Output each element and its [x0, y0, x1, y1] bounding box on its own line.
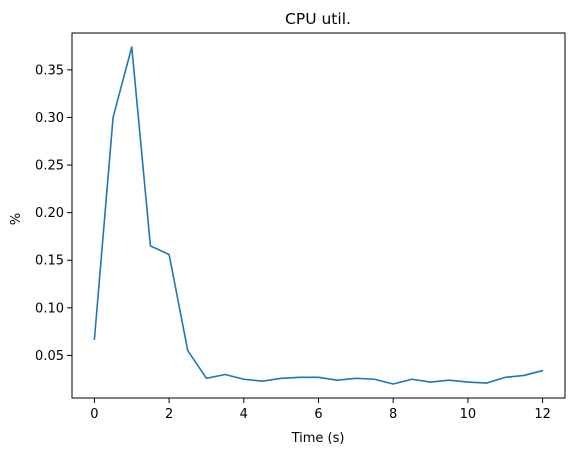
x-tick-label: 8	[389, 407, 397, 422]
x-tick-label: 10	[460, 407, 477, 422]
y-tick-label: 0.05	[35, 349, 64, 364]
y-tick-label: 0.25	[35, 159, 64, 174]
y-axis-ticks: 0.05 0.10 0.15 0.20 0.25 0.30 0.35	[35, 63, 72, 364]
chart-title: CPU util.	[285, 10, 351, 28]
y-tick-label: 0.10	[35, 301, 64, 316]
x-tick-label: 12	[534, 407, 551, 422]
y-tick-label: 0.30	[35, 111, 64, 126]
plot-area: 0 2 4 6 8 10 12 0.05 0.10 0.15 0.20 0.25 0.30 0.35	[35, 32, 566, 422]
x-tick-label: 6	[314, 407, 322, 422]
y-tick-label: 0.20	[35, 206, 64, 221]
y-axis-label: %	[9, 213, 24, 225]
x-tick-label: 0	[90, 407, 98, 422]
x-tick-label: 2	[165, 407, 173, 422]
y-tick-label: 0.15	[35, 254, 64, 269]
cpu-util-series-line	[93, 46, 544, 385]
x-axis-label: Time (s)	[291, 431, 345, 446]
x-axis-ticks: 0 2 4 6 8 10 12	[90, 398, 551, 422]
y-tick-label: 0.35	[35, 63, 64, 78]
x-tick-label: 4	[240, 407, 248, 422]
